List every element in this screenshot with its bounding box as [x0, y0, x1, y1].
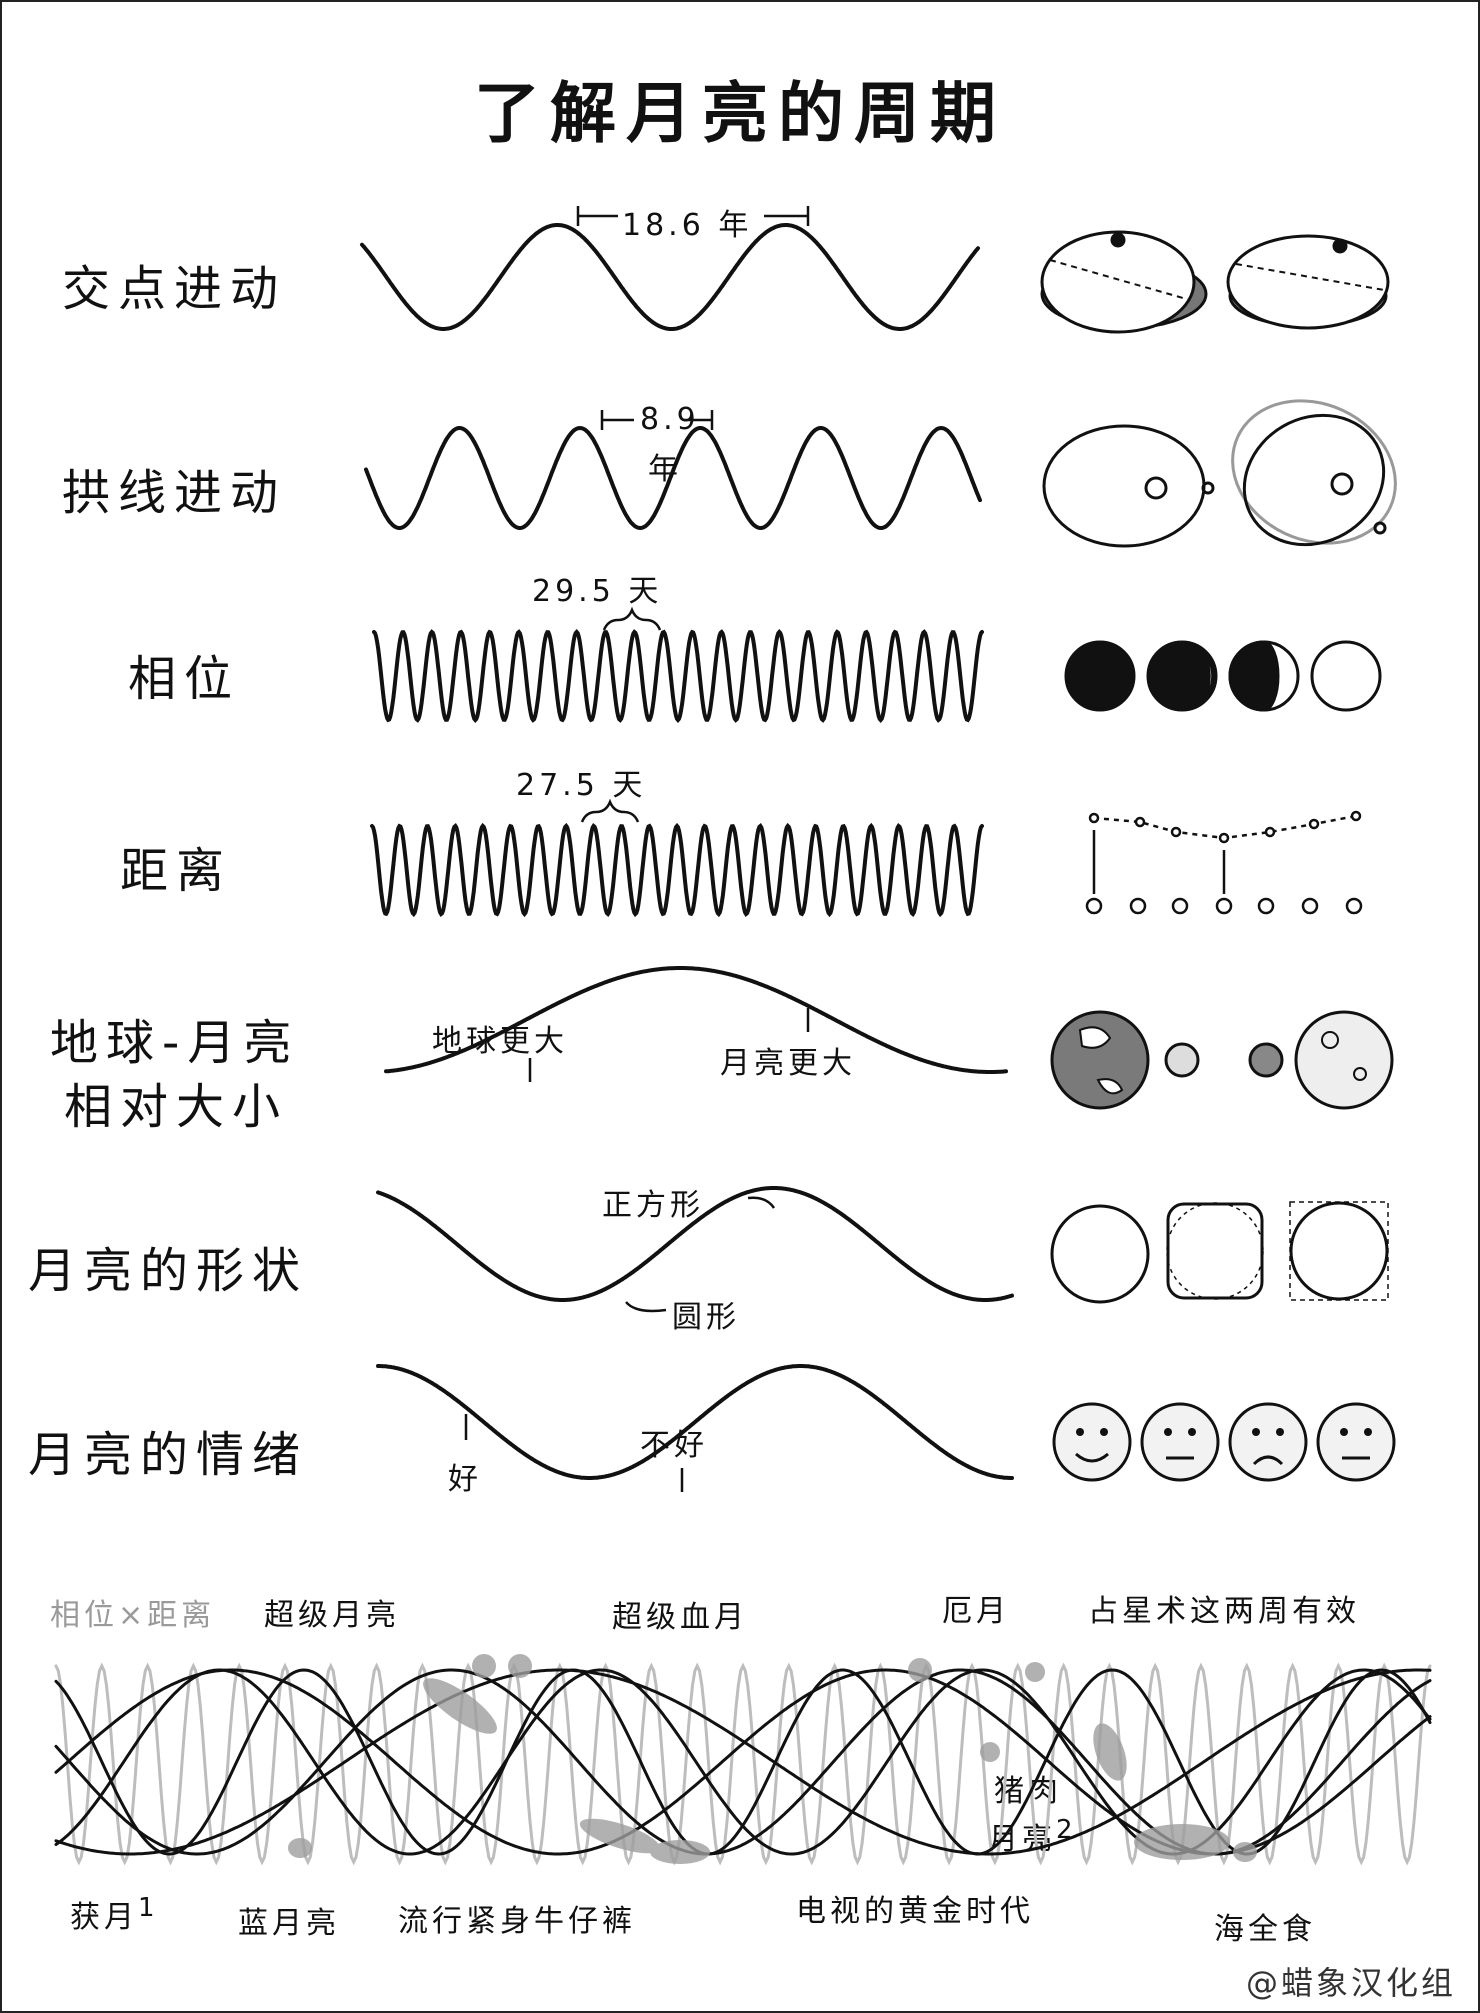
- note-square: 正方形: [602, 1188, 704, 1223]
- label-unlucky-moon: 厄月: [942, 1594, 1010, 1629]
- wave-moon-shape: [376, 1186, 1014, 1302]
- harvest-footnote-mark: 1: [138, 1893, 159, 1923]
- wave-phase: [372, 629, 984, 723]
- label-blue-moon: 蓝月亮: [238, 1906, 340, 1941]
- row-label-moon-shape: 月亮的形状: [28, 1243, 309, 1299]
- distance-icon: [1085, 810, 1363, 915]
- wave-moon-mood: [376, 1364, 1014, 1480]
- page-title: 了解月亮的周期: [474, 75, 1006, 152]
- row-label-moon-mood: 月亮的情绪: [28, 1427, 309, 1483]
- row-label-phase: 相位: [128, 651, 241, 707]
- phase-icons: [1064, 640, 1382, 712]
- row-label-relative-size-2: 相对大小: [64, 1079, 289, 1135]
- label-astrology: 占星术这两周有效: [1088, 1594, 1360, 1629]
- period-brackets: [464, 206, 810, 1492]
- moon-shape-icon: [1050, 1201, 1389, 1304]
- period-note-distance: 27.5 天: [516, 768, 647, 803]
- combined-wave-c: [54, 1668, 1432, 1856]
- earth-moon-size-icon: [1050, 1010, 1394, 1110]
- label-sea-eclipse: 海全食: [1214, 1912, 1316, 1947]
- label-harvest-moon: 获月1: [70, 1892, 159, 1936]
- combined-label-phase-distance: 相位×距离: [50, 1598, 216, 1633]
- label-golden-age-tv: 电视的黄金时代: [796, 1894, 1034, 1929]
- label-harvest-moon-text: 获月: [70, 1900, 138, 1935]
- note-mood-good: 好: [448, 1462, 482, 1497]
- apsidal-precession-icon: [1042, 399, 1397, 548]
- label-super-blood-moon: 超级血月: [612, 1600, 748, 1635]
- combined-wave-phase-distance: [54, 1662, 1432, 1866]
- label-supermoon: 超级月亮: [264, 1598, 400, 1633]
- row-label-relative-size-1: 地球-月亮: [50, 1015, 300, 1071]
- moon-mood-icon: [1052, 1402, 1396, 1482]
- period-note-nodal: 18.6 年: [622, 208, 753, 243]
- wave-apsidal-precession: [364, 425, 982, 531]
- period-note-phase: 29.5 天: [532, 574, 663, 609]
- row-label-distance: 距离: [120, 843, 233, 899]
- row-label-nodal-precession: 交点进动: [62, 261, 287, 317]
- wave-relative-size: [384, 966, 1008, 1074]
- note-circle: 圆形: [672, 1300, 740, 1335]
- wave-distance: [370, 822, 984, 918]
- label-skinny-jeans: 流行紧身牛仔裤: [398, 1904, 636, 1939]
- row-label-apsidal-precession: 拱线进动: [62, 465, 287, 521]
- wave-nodal-precession: [360, 223, 980, 331]
- combined-highlights: [288, 1654, 1257, 1864]
- nodal-precession-icon: [1040, 230, 1390, 334]
- translator-credit: @蜡象汉化组: [1245, 1964, 1456, 2002]
- note-moon-bigger: 月亮更大: [720, 1046, 856, 1081]
